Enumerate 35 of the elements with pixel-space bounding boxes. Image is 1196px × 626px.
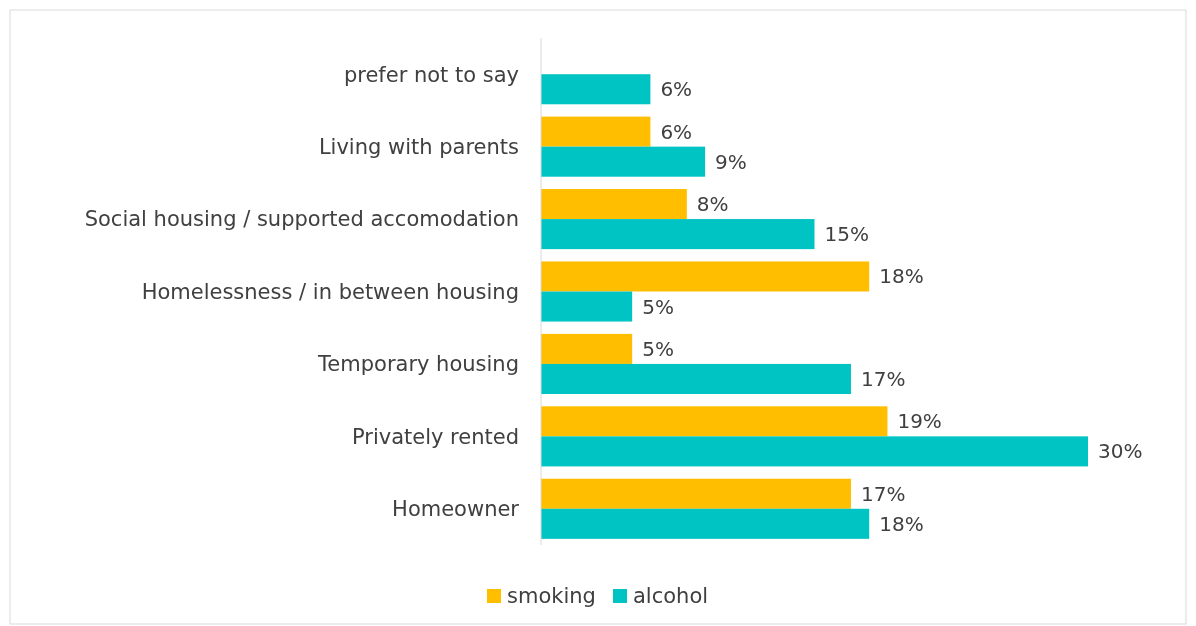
y-tick-label: Homeowner: [392, 497, 520, 522]
data-label: 6%: [660, 77, 693, 102]
data-label: 8%: [696, 192, 729, 217]
y-tick-label: prefer not to say: [343, 62, 519, 87]
data-label: 15%: [824, 222, 869, 247]
bar: [541, 189, 687, 220]
bar: [541, 508, 870, 539]
data-label: 18%: [879, 511, 924, 536]
bar: [541, 219, 815, 250]
data-label: 17%: [860, 366, 906, 391]
bar: [541, 291, 633, 322]
bar: [541, 406, 888, 437]
y-tick-label: Social housing / supported accomodation: [84, 207, 519, 232]
bar: [541, 333, 633, 364]
bar: [541, 261, 870, 292]
data-label: 30%: [1098, 439, 1143, 464]
data-label: 6%: [660, 119, 693, 144]
bar: [541, 116, 651, 147]
y-tick-label: Living with parents: [318, 134, 519, 159]
bar: [541, 436, 1088, 467]
bar: [541, 74, 651, 105]
data-label: 9%: [715, 149, 747, 174]
bar: [541, 363, 851, 394]
y-tick-label: Privately rented: [351, 424, 519, 449]
data-label: 5%: [642, 336, 674, 361]
data-label: 19%: [897, 409, 942, 434]
bar: [541, 146, 706, 177]
legend-label: alcohol: [633, 584, 709, 609]
legend-label: smoking: [507, 584, 596, 609]
y-tick-label: Homelessness / in between housing: [141, 279, 519, 304]
data-label: 5%: [642, 294, 674, 319]
y-tick-label: Temporary housing: [317, 352, 519, 377]
bar: [541, 478, 851, 509]
data-label: 18%: [879, 264, 924, 289]
data-label: 17%: [860, 481, 906, 506]
